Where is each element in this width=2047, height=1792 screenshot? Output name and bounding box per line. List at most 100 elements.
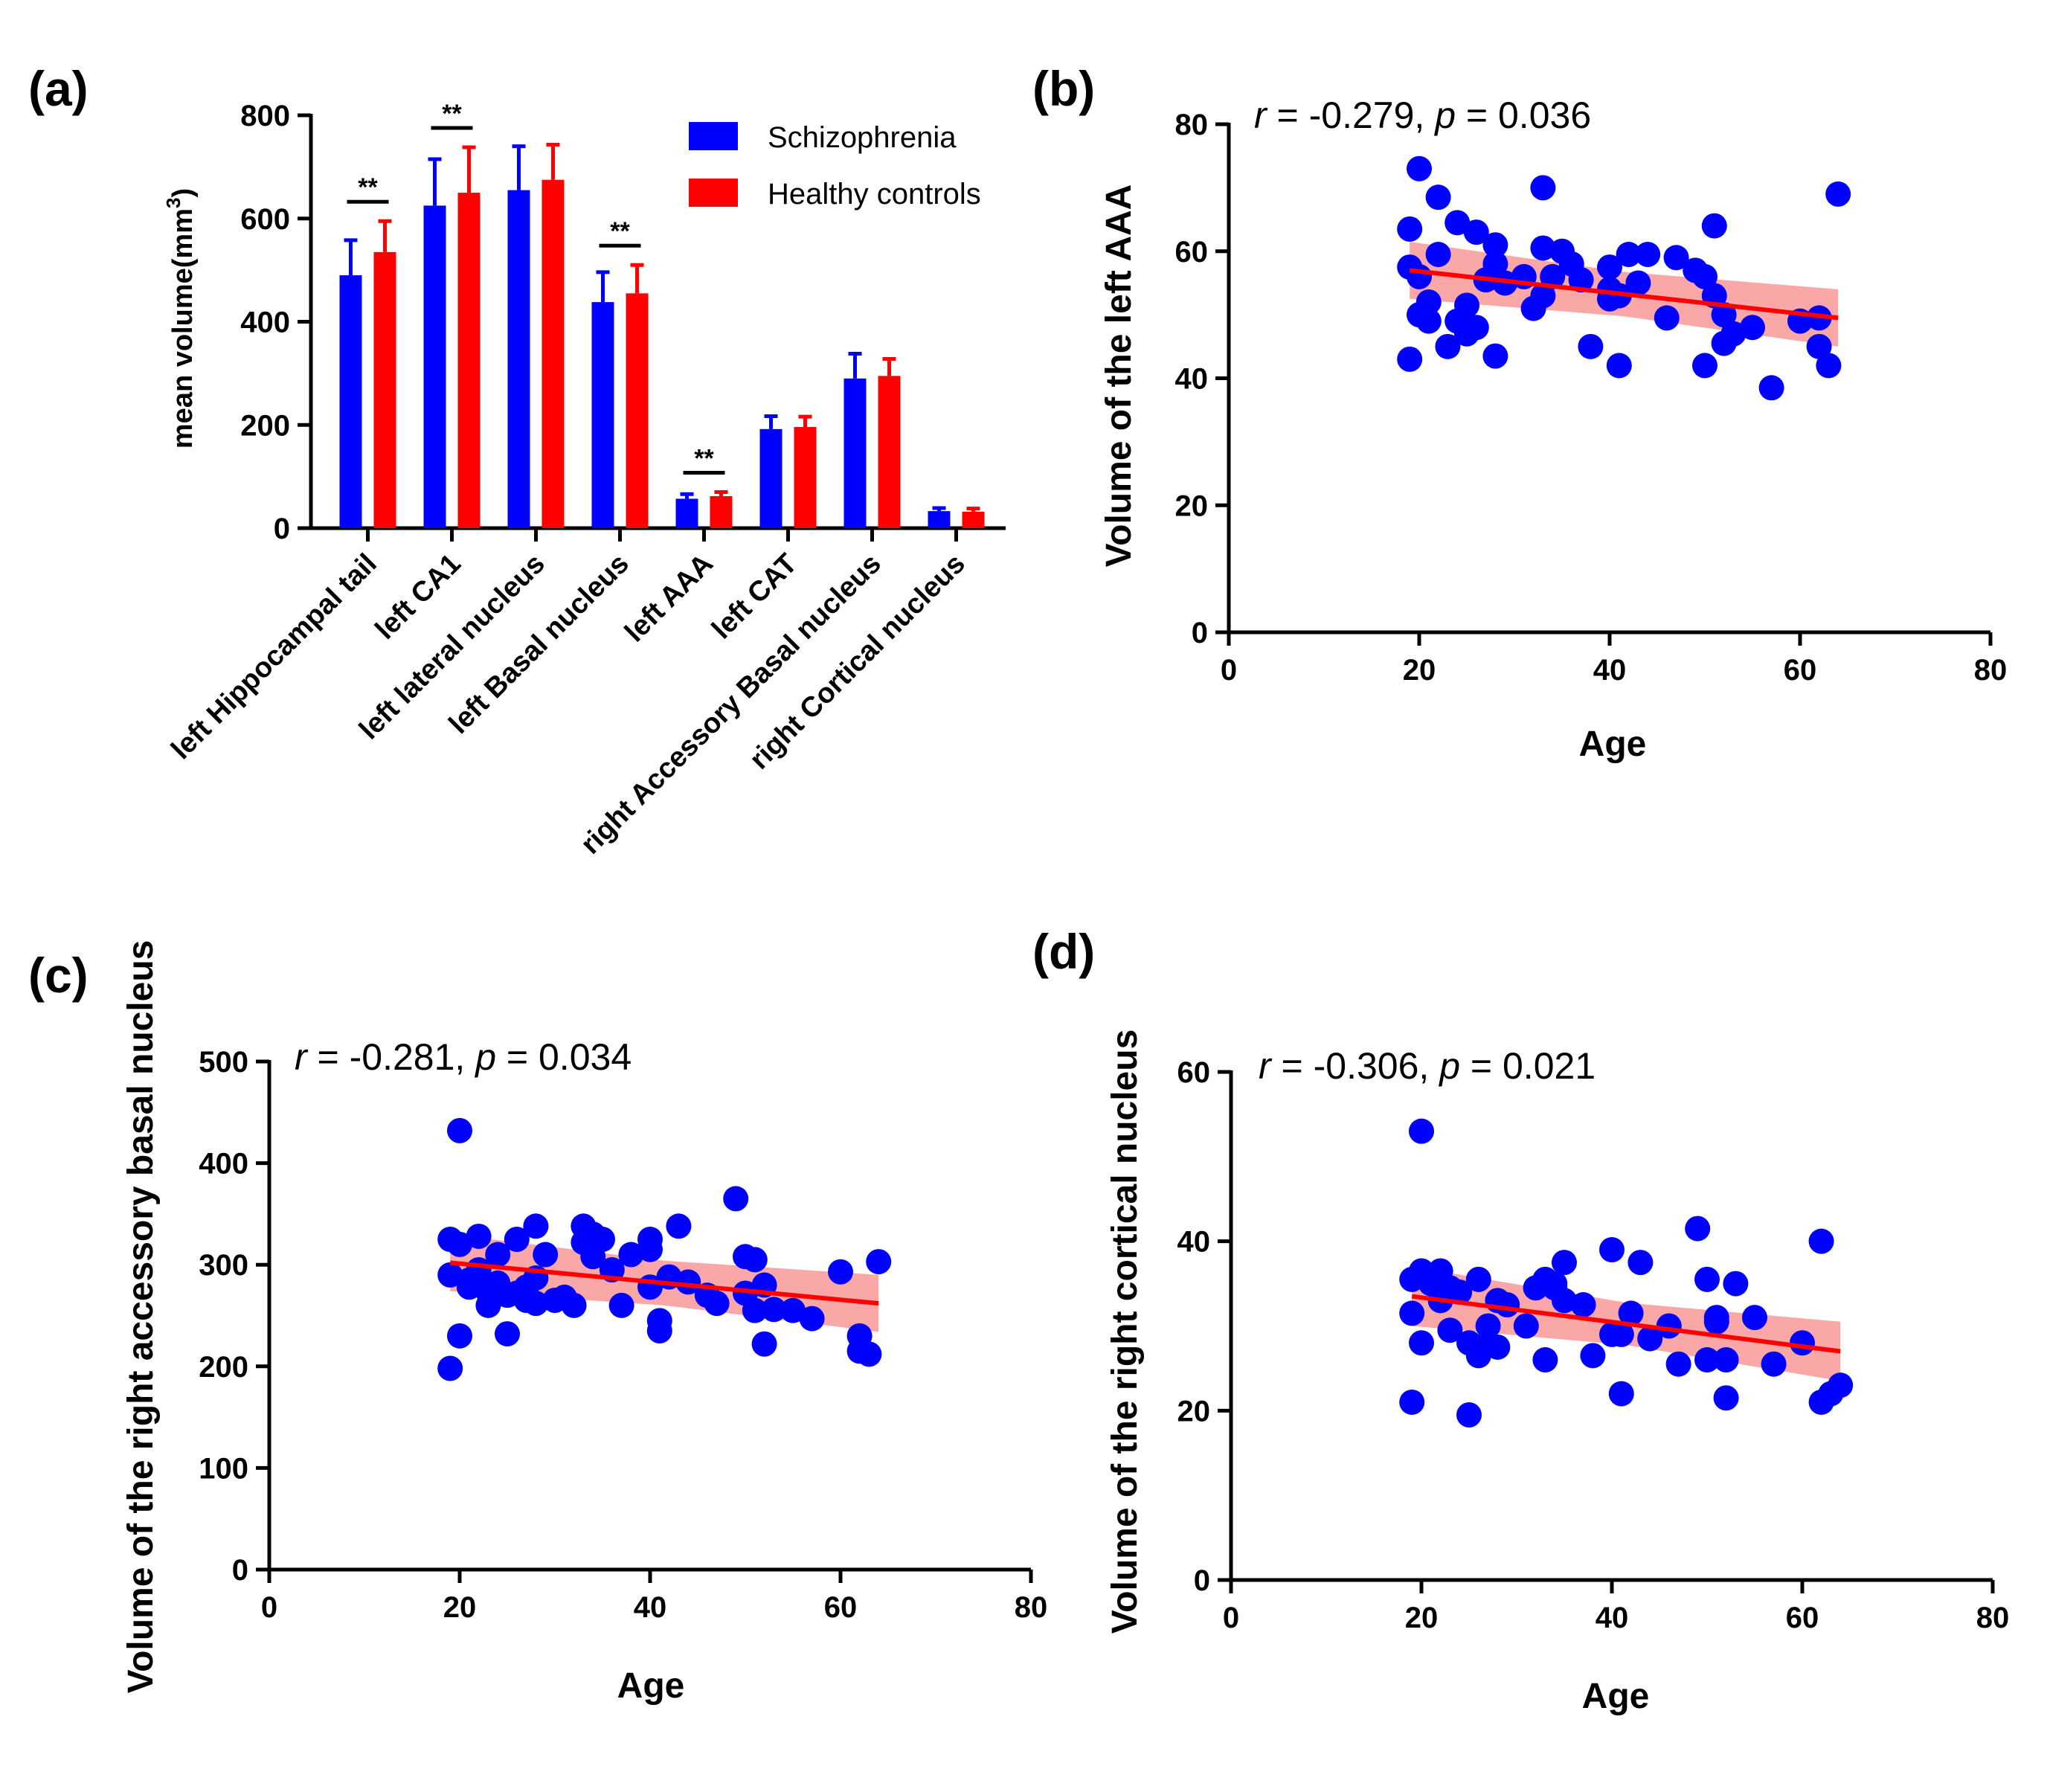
panel-c-data-point <box>761 1297 787 1323</box>
panel-c-x-axis-title: Age <box>617 1666 685 1706</box>
panel-b-data-point <box>1415 289 1442 315</box>
panel-d-data-point <box>1552 1288 1577 1314</box>
panel-d-x-axis-title: Age <box>1582 1677 1650 1716</box>
bar-schizophrenia <box>423 205 446 528</box>
panel-b-x-tick-label: 0 <box>1221 654 1237 687</box>
bar-healthy <box>457 193 481 528</box>
panel-c-data-point <box>495 1321 520 1347</box>
panel-b-data-point <box>1407 155 1432 182</box>
panel-c-data-point <box>437 1262 463 1288</box>
panel-a-significance: ** ** ** ** <box>347 100 725 475</box>
panel-d-data-point <box>1808 1228 1834 1254</box>
panel-b-data-point <box>1540 263 1566 289</box>
panel-c-data-point <box>675 1269 701 1295</box>
panel-d-x-tick-label: 0 <box>1223 1602 1239 1634</box>
panel-c-y-axis-title: Volume of the right accessory basal nucl… <box>121 940 161 1694</box>
panel-d-data-point <box>1456 1402 1482 1428</box>
bar-healthy <box>626 293 649 528</box>
panel-d-x-tick-label: 40 <box>1595 1602 1629 1634</box>
panel-b-data-point <box>1530 283 1556 309</box>
panel-b-plot: 0 20 40 60 80 0 20 40 60 80 <box>1175 109 2008 687</box>
panel-b-data-point <box>1711 302 1737 328</box>
panel-c-data-point <box>828 1259 853 1285</box>
panel-c-x-tick-label: 20 <box>443 1591 477 1624</box>
significance-marker: ** <box>442 100 462 128</box>
panel-b-data-point <box>1663 245 1689 271</box>
panel-d-label: (d) <box>1032 924 1095 979</box>
panel-d-data-point <box>1618 1300 1644 1326</box>
panel-d-data-point <box>1580 1343 1606 1369</box>
bar-healthy <box>373 251 396 528</box>
panel-d-data-point <box>1465 1266 1491 1292</box>
significance-marker: ** <box>358 173 378 202</box>
panel-b-data-point <box>1463 315 1489 341</box>
panel-c-plot: 0 100 200 300 400 500 0 20 40 60 80 <box>199 1046 1047 1624</box>
panel-b-y-tick-label: 40 <box>1175 363 1209 396</box>
panel-b-data-point <box>1616 242 1642 268</box>
panel-b-data-point <box>1806 333 1832 359</box>
panel-d-y-tick-label: 0 <box>1194 1564 1210 1597</box>
panel-b-y-axis-title: Volume of the left AAA <box>1099 184 1139 568</box>
panel-b-y-tick-label: 60 <box>1175 236 1209 269</box>
panel-d-data-point <box>1694 1266 1720 1292</box>
panel-c-data-point <box>608 1292 634 1318</box>
panel-d-scatter: (d) r = -0.306, p = 0.021 Volume of the … <box>1032 924 2009 1716</box>
panel-c-data-point <box>742 1297 768 1323</box>
panel-a-category-label: left Hippocampal tail <box>165 548 382 765</box>
panel-b-data-point <box>1701 213 1727 239</box>
panel-d-regression-line <box>1411 1294 1841 1354</box>
panel-b-data-point <box>1606 353 1632 379</box>
panel-d-data-point <box>1790 1330 1815 1356</box>
panel-b-data-point <box>1825 181 1851 207</box>
panel-a-category-label: right Accessory Basal nucleus <box>575 548 887 861</box>
panel-a-y-tick-label: 800 <box>240 100 290 132</box>
bar-healthy <box>962 511 985 528</box>
panel-d-data-point <box>1608 1381 1634 1407</box>
panel-d-data-point <box>1513 1313 1539 1339</box>
panel-c-data-point <box>856 1341 882 1367</box>
panel-b-data-point <box>1463 219 1489 245</box>
panel-c-label: (c) <box>28 948 89 1003</box>
panel-a-y-tick-label: 400 <box>240 306 290 339</box>
panel-c-data-point <box>751 1331 777 1357</box>
panel-b-x-tick-label: 80 <box>1974 654 2008 687</box>
panel-a-label: (a) <box>28 61 89 116</box>
panel-c-data-point <box>646 1317 672 1343</box>
panel-d-data-point <box>1656 1313 1682 1339</box>
panel-b-label: (b) <box>1032 61 1095 116</box>
panel-c-y-tick-label: 200 <box>199 1351 248 1384</box>
bar-schizophrenia <box>759 428 783 528</box>
panel-d-data-point <box>1532 1347 1558 1373</box>
panel-b-data-point <box>1397 216 1423 242</box>
panel-b-x-tick-label: 20 <box>1403 654 1436 687</box>
panel-a-category-label: left AAA <box>619 548 719 649</box>
panel-b-data-point <box>1758 375 1784 401</box>
bar-schizophrenia <box>928 511 951 528</box>
legend-label-schizophrenia: Schizophrenia <box>768 121 957 154</box>
panel-c-y-tick-label: 400 <box>199 1148 248 1181</box>
panel-c-data-point <box>723 1186 749 1212</box>
panel-b-y-tick-label: 20 <box>1175 489 1209 522</box>
panel-d-data-point <box>1828 1372 1854 1398</box>
panel-c-y-tick-label: 0 <box>232 1554 248 1587</box>
panel-c-data-point <box>780 1297 806 1323</box>
panel-d-data-point <box>1723 1271 1749 1297</box>
panel-b-data-point <box>1482 343 1508 369</box>
panel-b-data-point <box>1720 321 1746 347</box>
panel-b-data-point <box>1397 346 1423 372</box>
panel-d-data-point <box>1399 1389 1425 1415</box>
panel-c-data-point <box>475 1292 501 1318</box>
panel-c-data-point <box>590 1227 615 1253</box>
panel-c-data-point <box>637 1236 663 1262</box>
significance-marker: ** <box>694 444 714 472</box>
panel-d-data-point <box>1703 1308 1729 1335</box>
panel-d-data-point <box>1637 1326 1663 1352</box>
panel-d-data-point <box>1494 1292 1520 1318</box>
panel-d-data-point <box>1399 1300 1425 1326</box>
panel-d-y-tick-label: 60 <box>1177 1056 1211 1089</box>
panel-c-data-point <box>666 1213 692 1239</box>
